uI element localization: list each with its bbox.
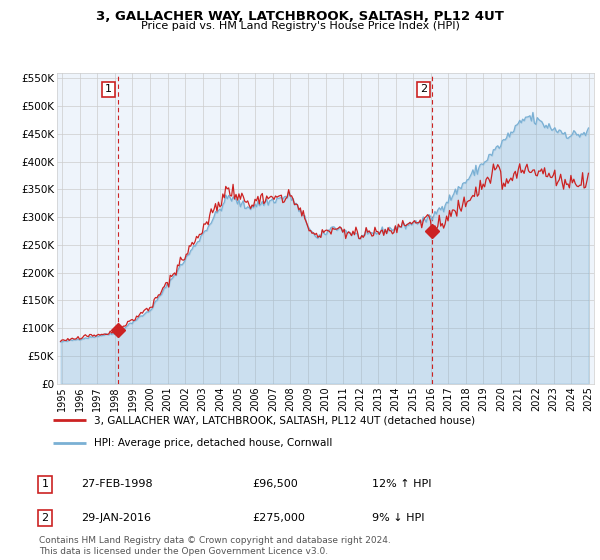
Text: 1: 1 (41, 479, 49, 489)
Text: 2: 2 (41, 513, 49, 523)
Text: 27-FEB-1998: 27-FEB-1998 (81, 479, 152, 489)
Text: 29-JAN-2016: 29-JAN-2016 (81, 513, 151, 523)
Text: 2: 2 (419, 85, 427, 95)
Text: Contains HM Land Registry data © Crown copyright and database right 2024.
This d: Contains HM Land Registry data © Crown c… (39, 536, 391, 556)
Text: 9% ↓ HPI: 9% ↓ HPI (372, 513, 425, 523)
Text: 3, GALLACHER WAY, LATCHBROOK, SALTASH, PL12 4UT: 3, GALLACHER WAY, LATCHBROOK, SALTASH, P… (96, 10, 504, 22)
Text: HPI: Average price, detached house, Cornwall: HPI: Average price, detached house, Corn… (94, 438, 332, 449)
Text: 12% ↑ HPI: 12% ↑ HPI (372, 479, 431, 489)
Text: 3, GALLACHER WAY, LATCHBROOK, SALTASH, PL12 4UT (detached house): 3, GALLACHER WAY, LATCHBROOK, SALTASH, P… (94, 415, 475, 425)
Text: £275,000: £275,000 (252, 513, 305, 523)
Text: Price paid vs. HM Land Registry's House Price Index (HPI): Price paid vs. HM Land Registry's House … (140, 21, 460, 31)
Text: £96,500: £96,500 (252, 479, 298, 489)
Text: 1: 1 (105, 85, 112, 95)
